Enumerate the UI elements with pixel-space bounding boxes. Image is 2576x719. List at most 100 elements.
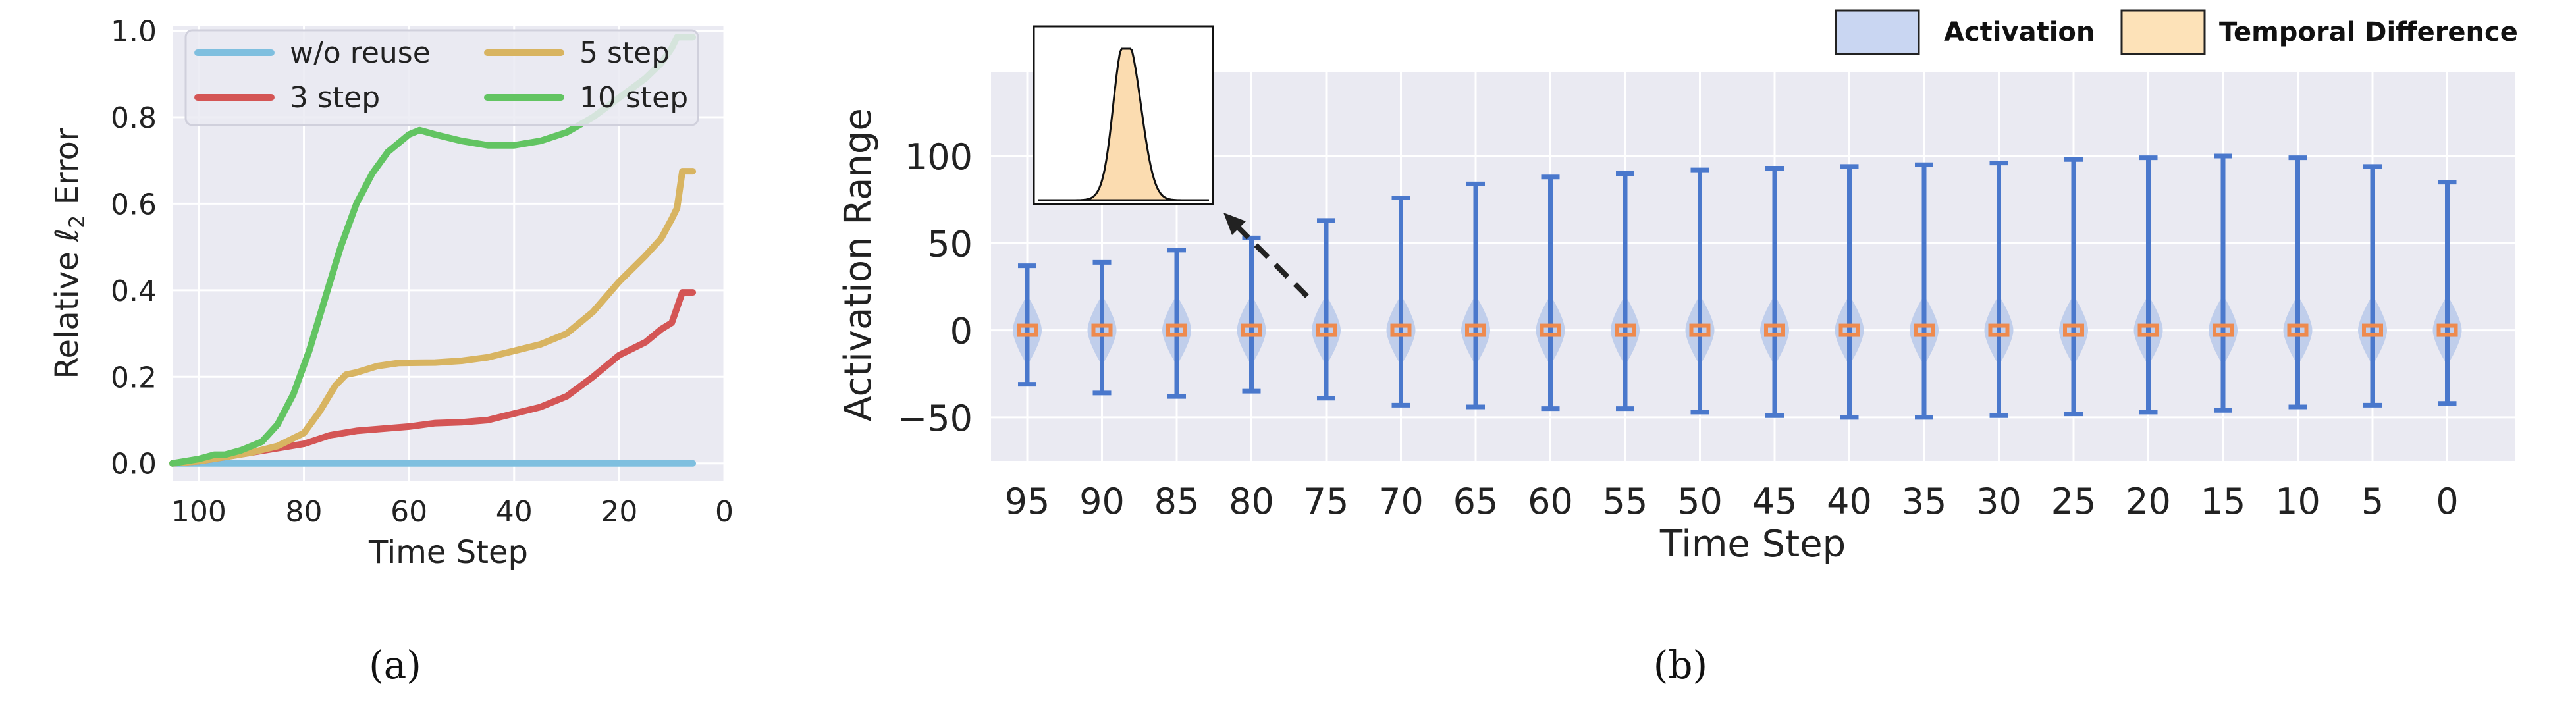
x-tick-label: 10 — [2275, 481, 2321, 522]
legend-label: w/o reuse — [290, 36, 431, 70]
x-tick-label: 15 — [2201, 481, 2246, 522]
median-marker — [1017, 323, 1038, 337]
line-chart-panel: 100 80 60 40 20 0 0.0 0.2 0.4 0.6 0.8 1.0 Time Ste… — [49, 15, 734, 687]
median-marker — [1988, 323, 2010, 337]
x-tick-label: 65 — [1453, 481, 1499, 522]
x-tick-label: 30 — [1976, 481, 2022, 522]
violin-group — [2133, 155, 2163, 415]
x-tick-label: 50 — [1677, 481, 1723, 522]
panel-label-b: (b) — [1653, 643, 1707, 687]
violin-group — [2283, 155, 2313, 410]
y-tick-label: 0.8 — [111, 101, 157, 135]
median-marker — [1166, 323, 1187, 337]
violins — [1013, 153, 2462, 420]
median-marker — [2213, 323, 2234, 337]
panel-label-a: (a) — [369, 643, 421, 687]
x-tick-label: 25 — [2051, 481, 2097, 522]
x-tick-label: 45 — [1752, 481, 1798, 522]
x-axis-label: Time Step — [368, 534, 528, 571]
median-marker — [1689, 323, 1711, 337]
x-tick-label: 70 — [1378, 481, 1424, 522]
x-tick-label: 95 — [1005, 481, 1050, 522]
median-marker — [1465, 323, 1486, 337]
legend: w/o reuse 3 step 5 step 10 step — [184, 29, 699, 126]
x-tick-label: 60 — [390, 495, 427, 529]
y-tick-labels: −50 0 50 100 — [898, 136, 973, 439]
x-tick-label: 0 — [715, 495, 734, 529]
median-marker — [1316, 323, 1337, 337]
median-marker — [2063, 323, 2084, 337]
y-tick-label: −50 — [898, 398, 973, 439]
x-tick-label: 100 — [171, 495, 227, 529]
inset-density-plot — [1033, 25, 1214, 205]
x-tick-label: 60 — [1528, 481, 1573, 522]
legend-label-activation: Activation — [1944, 17, 2095, 47]
x-tick-label: 40 — [1827, 481, 1872, 522]
violin-group — [1013, 263, 1042, 387]
median-marker — [1390, 323, 1412, 337]
legend-box — [184, 29, 699, 126]
plot-background — [991, 72, 2515, 461]
legend: Activation Temporal Difference — [1835, 9, 2518, 55]
y-tick-label: 0 — [950, 311, 973, 352]
inset-density-curve — [1038, 47, 1209, 201]
median-marker — [1914, 323, 1935, 337]
violin-group — [1312, 218, 1341, 401]
median-marker — [1838, 323, 1860, 337]
y-tick-label: 0.2 — [111, 361, 157, 394]
violin-group — [1835, 164, 1864, 420]
legend-label: 10 step — [579, 81, 688, 115]
legend-swatch-activation — [1835, 9, 1920, 55]
violin-group — [1685, 167, 1715, 415]
violin-group — [2059, 157, 2088, 417]
x-tick-label: 80 — [1229, 481, 1274, 522]
arrow-dashed — [1223, 213, 1309, 298]
y-tick-label: 100 — [905, 136, 973, 178]
violin-group — [1611, 171, 1640, 412]
legend-label: 3 step — [290, 81, 380, 115]
y-tick-label: 0.4 — [111, 275, 157, 308]
violin-group — [1237, 235, 1266, 394]
violin-group — [1984, 161, 2014, 418]
x-tick-label: 55 — [1603, 481, 1648, 522]
x-tick-label: 0 — [2436, 481, 2458, 522]
violin-chart-panel: 95 90 85 80 75 70 65 60 55 50 45 40 35 30 25 20 15 10 5 0 −… — [837, 9, 2518, 687]
median-marker — [1615, 323, 1636, 337]
x-tick-labels: 100 80 60 40 20 0 — [171, 495, 734, 529]
y-axis-label: Activation Range — [837, 108, 880, 421]
x-tick-label: 80 — [286, 495, 323, 529]
violin-group — [2358, 164, 2387, 408]
series-line — [169, 168, 697, 467]
legend-label: 5 step — [579, 36, 670, 70]
violin-group — [1386, 195, 1416, 408]
legend-label-temporal: Temporal Difference — [2219, 17, 2518, 47]
x-tick-label: 20 — [2126, 481, 2171, 522]
x-tick-label: 40 — [496, 495, 533, 529]
y-axis-label: Relative ℓ2 Error — [49, 128, 90, 379]
x-tick-label: 75 — [1304, 481, 1349, 522]
median-marker — [1241, 323, 1262, 337]
y-tick-labels: 0.0 0.2 0.4 0.6 0.8 1.0 — [111, 15, 157, 481]
x-tick-label: 20 — [601, 495, 637, 529]
violin-group — [2432, 180, 2462, 406]
x-tick-label: 85 — [1154, 481, 1200, 522]
y-tick-label: 1.0 — [111, 15, 157, 49]
y-tick-label: 50 — [927, 223, 973, 265]
x-tick-label: 35 — [1902, 481, 1947, 522]
violin-group — [1760, 166, 1789, 418]
median-marker — [2137, 323, 2159, 337]
median-marker — [2362, 323, 2383, 337]
y-tick-label: 0.6 — [111, 188, 157, 221]
violin-group — [1536, 174, 1565, 412]
x-axis-label: Time Step — [1659, 523, 1846, 566]
violin-group — [1910, 162, 1939, 420]
violin-group — [1087, 259, 1117, 396]
median-marker — [1091, 323, 1113, 337]
median-marker — [1540, 323, 1561, 337]
violin-group — [2209, 153, 2238, 413]
x-tick-labels: 95 90 85 80 75 70 65 60 55 50 45 40 35 30 25 20 15 10 5 0 — [1005, 481, 2459, 522]
violin-group — [1461, 181, 1490, 410]
median-marker — [2287, 323, 2309, 337]
violin-group — [1162, 248, 1191, 399]
